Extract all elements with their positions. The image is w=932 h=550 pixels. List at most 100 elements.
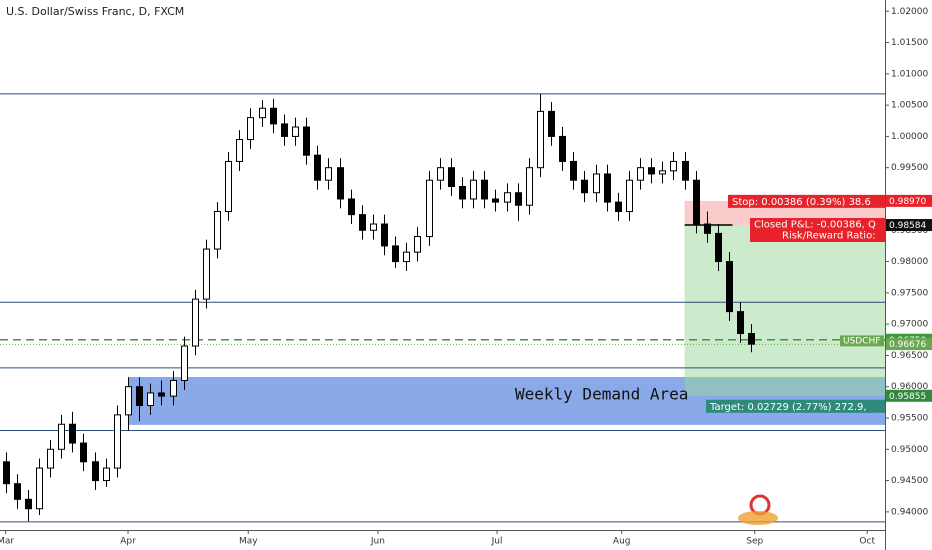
logo bbox=[738, 494, 778, 525]
target-zone bbox=[684, 225, 885, 396]
price-badge-label: 0.98970 bbox=[889, 197, 926, 207]
candle-body bbox=[537, 110, 544, 169]
candle-body bbox=[348, 198, 355, 216]
chart-title: U.S. Dollar/Swiss Franc, D, FXCM bbox=[6, 5, 184, 18]
candle-body bbox=[370, 223, 377, 231]
candle-body bbox=[3, 461, 10, 485]
candle-body bbox=[359, 214, 366, 231]
candle-body bbox=[637, 167, 644, 181]
candle-body bbox=[414, 236, 421, 253]
y-tick-label: 0.95000 bbox=[891, 445, 928, 455]
candle-body bbox=[470, 179, 477, 200]
y-tick-label: 0.94500 bbox=[891, 476, 928, 486]
stop-label-box bbox=[728, 194, 885, 208]
price-badge-label: 0.98584 bbox=[889, 221, 926, 231]
candle-body bbox=[737, 311, 744, 335]
candle-body bbox=[236, 139, 243, 162]
price-badge-label: 0.96676 bbox=[889, 340, 926, 350]
candle-body bbox=[181, 345, 188, 381]
pnl-label-box bbox=[750, 218, 885, 243]
candle-body bbox=[748, 333, 755, 345]
candle-body bbox=[515, 192, 522, 206]
candle-body bbox=[58, 423, 65, 450]
candle-body bbox=[626, 179, 633, 212]
y-tick-label: 1.00500 bbox=[891, 101, 928, 111]
candle-body bbox=[481, 179, 488, 200]
candle-body bbox=[147, 392, 154, 406]
candle-body bbox=[648, 167, 655, 175]
price-badge bbox=[886, 219, 932, 232]
candle-body bbox=[325, 167, 332, 181]
candle-body bbox=[170, 379, 177, 397]
candle-body bbox=[69, 423, 76, 444]
candle-body bbox=[726, 261, 733, 313]
demand-zone-label: Weekly Demand Area bbox=[515, 384, 688, 403]
plot-area: Weekly Demand Area Stop: 0.00386 (0.39%) … bbox=[0, 93, 885, 523]
target-label-box bbox=[706, 399, 885, 413]
candle-body bbox=[459, 185, 466, 200]
candle-body bbox=[682, 160, 689, 181]
candle-body bbox=[25, 498, 32, 510]
candle-body bbox=[715, 232, 722, 263]
candle-body bbox=[615, 201, 622, 212]
candle-body bbox=[504, 192, 511, 203]
x-tick-label: Jun bbox=[370, 537, 385, 547]
candle-body bbox=[292, 126, 299, 137]
price-badge bbox=[886, 338, 932, 351]
candle-body bbox=[281, 123, 288, 137]
candle-body bbox=[158, 392, 165, 397]
candle-body bbox=[704, 223, 711, 234]
candle-body bbox=[47, 448, 54, 469]
candle-body bbox=[492, 198, 499, 203]
price-badge bbox=[886, 389, 932, 402]
candle-body bbox=[314, 154, 321, 181]
candle-body bbox=[593, 173, 600, 194]
y-tick-label: 1.01000 bbox=[891, 69, 928, 79]
y-tick-label: 0.98000 bbox=[891, 257, 928, 267]
candle-body bbox=[247, 117, 254, 141]
candle-body bbox=[103, 467, 110, 482]
y-tick-label: 0.95500 bbox=[891, 413, 928, 423]
candle-body bbox=[670, 160, 677, 172]
candle-body bbox=[303, 126, 310, 156]
candle-body bbox=[403, 251, 410, 263]
candle-body bbox=[259, 107, 266, 119]
y-tick-label: 0.96000 bbox=[891, 382, 928, 392]
candle-body bbox=[203, 248, 210, 300]
candle-body bbox=[337, 167, 344, 200]
candle-body bbox=[570, 160, 577, 181]
symbol-badge bbox=[840, 335, 884, 347]
y-tick-label: 0.97500 bbox=[891, 288, 928, 298]
candle-body bbox=[437, 167, 444, 181]
candle-body bbox=[270, 107, 277, 125]
candle-body bbox=[114, 414, 121, 469]
candle-body bbox=[381, 223, 388, 247]
rr-label: Risk/Reward Ratio: bbox=[782, 231, 876, 242]
price-badge-label: 0.95855 bbox=[889, 392, 926, 402]
y-tick-label: 1.00000 bbox=[891, 132, 928, 142]
candle-body bbox=[92, 461, 99, 482]
candle-body bbox=[392, 245, 399, 263]
y-tick-label: 0.96500 bbox=[891, 351, 928, 361]
candle-body bbox=[693, 179, 700, 225]
candle-body bbox=[214, 210, 221, 250]
target-label: Target: 0.02729 (2.77%) 272.9, bbox=[709, 402, 867, 413]
symbol-label: USDCHF bbox=[843, 336, 880, 346]
x-tick-label: Jul bbox=[491, 537, 503, 547]
candle-body bbox=[225, 160, 232, 212]
y-tick-label: 0.99500 bbox=[891, 163, 928, 173]
price-badge bbox=[886, 194, 932, 207]
x-tick-label: Aug bbox=[613, 537, 631, 547]
x-tick-label: Sep bbox=[746, 537, 763, 547]
y-tick-label: 1.01500 bbox=[891, 38, 928, 48]
candle-body bbox=[192, 298, 199, 347]
candle-body bbox=[604, 173, 611, 203]
pnl-label: Closed P&L: -0.00386, Q bbox=[754, 220, 876, 231]
candle-body bbox=[136, 386, 143, 406]
candle-body bbox=[526, 167, 533, 206]
y-tick-label: 0.97000 bbox=[891, 320, 928, 330]
x-tick-label: Apr bbox=[120, 537, 136, 547]
candle-body bbox=[659, 170, 666, 175]
y-tick-label: 1.02000 bbox=[891, 7, 928, 17]
